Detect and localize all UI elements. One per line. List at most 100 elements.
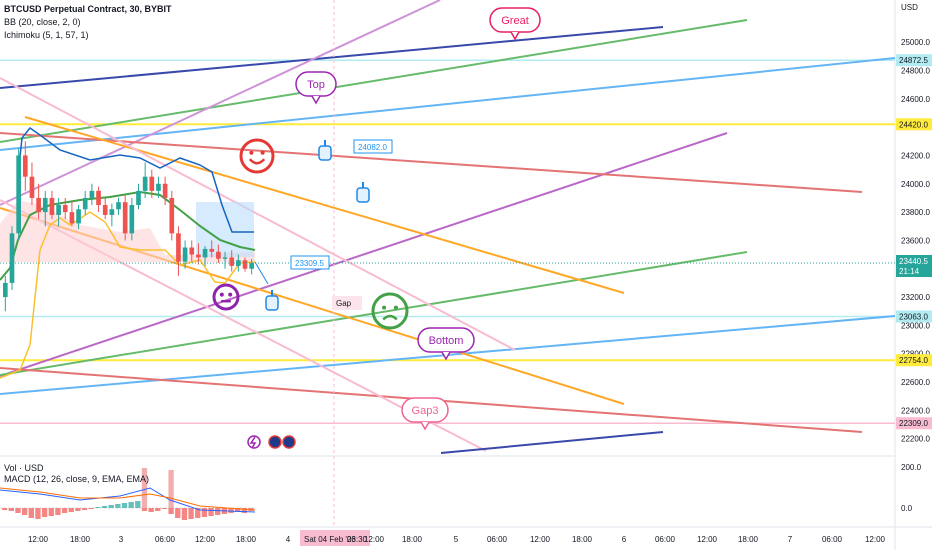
candle-body[interactable] [149,176,155,191]
candle-body[interactable] [16,155,21,234]
sad-face-icon-eye [393,305,398,310]
us-flag-event-icon[interactable] [282,435,296,449]
price-tick-label: 23800.0 [901,208,930,217]
candle-body[interactable] [229,257,235,266]
candle-body[interactable] [22,155,28,177]
crosshair-date-label: Sat 04 Feb '23 [304,535,356,544]
price-note-upper-text: 24082.0 [358,143,387,152]
pointing-hand-icon[interactable] [318,145,332,161]
trendline-navy-upper[interactable] [0,26,664,89]
sad-face-icon[interactable] [371,292,409,330]
candle-body[interactable] [69,212,75,224]
candle-body[interactable] [209,248,215,252]
candle-body[interactable] [182,247,188,262]
neutral-face-icon[interactable] [212,283,240,311]
neutral-face-icon-eye [219,292,224,297]
thumbs-up-icon[interactable] [356,187,370,203]
time-tick-label: 18:00 [70,535,91,544]
candle-body[interactable] [42,197,48,213]
candle-body[interactable] [156,183,161,191]
macd-histogram-bar [75,508,81,511]
lightning-event-icon[interactable] [247,435,261,449]
macd-histogram-bar [95,507,101,508]
top-callout-pointer [311,95,321,105]
price-level-tag [896,54,932,67]
happy-face-icon-mouth [248,158,266,165]
time-tick-label: 4 [286,535,291,544]
macd-scale-label: 0.0 [901,504,913,513]
trendline-red-upper[interactable] [0,132,863,193]
macd-histogram-bar [101,506,108,508]
candle-body[interactable] [102,205,108,215]
happy-face-icon-eye [260,150,265,155]
macd-histogram-bar [235,508,241,512]
candle-body[interactable] [9,233,15,283]
time-tick-label: 18:00 [402,535,423,544]
macd-legend[interactable]: MACD (12, 26, close, 9, EMA, EMA) [4,474,150,484]
candle-body[interactable] [96,190,101,206]
symbol-legend[interactable]: BTCUSD Perpetual Contract, 30, BYBIT [4,4,172,14]
macd-histogram-bar [195,508,201,518]
candle-body[interactable] [49,197,55,215]
candle-body[interactable] [196,254,201,258]
price-tick-label: 25000.0 [901,38,930,47]
crosshair-date-box [300,530,370,546]
happy-face-icon[interactable] [239,138,275,174]
time-tick-label: 12:00 [364,535,385,544]
candle-body[interactable] [136,190,141,206]
currency-label: USD [901,3,918,12]
bottom-callout-pointer [441,351,451,361]
candle-body[interactable] [189,247,195,255]
price-note-upper-box[interactable] [353,139,393,154]
macd-histogram-bar [168,508,174,514]
macd-histogram-bar [15,508,21,513]
macd-histogram-bar [128,502,134,508]
candle-body[interactable] [162,183,168,198]
time-tick-label: 5 [454,535,459,544]
candle-body[interactable] [216,251,221,259]
candle-body[interactable] [202,248,208,258]
horizontal-levels [0,59,895,424]
candle-body[interactable] [169,197,175,234]
candle-body[interactable] [122,202,128,234]
candle-body[interactable] [2,282,8,298]
trendline-green-upper[interactable] [0,19,748,143]
price-note-lower-text: 23309.5 [295,259,324,268]
candle-body[interactable] [249,263,255,269]
time-tick-label: 12:00 [697,535,718,544]
bb-legend[interactable]: BB (20, close, 2, 0) [4,17,81,27]
thumbs-down-icon[interactable] [265,295,279,311]
volume-legend[interactable]: Vol · USD [4,463,44,473]
macd-scale-label: 200.0 [901,463,922,472]
us-flag-event-icon[interactable] [268,435,282,449]
candle-body[interactable] [109,209,115,215]
candle-body[interactable] [116,202,121,210]
price-tick-label: 23000.0 [901,321,930,330]
trendline-pink-upper[interactable] [0,77,516,351]
candle-body[interactable] [62,205,68,213]
price-note-lower-box[interactable] [290,255,330,270]
trendline-orange-upper[interactable] [24,116,625,294]
candle-body[interactable] [242,260,248,269]
macd-signal-line [0,487,256,511]
ichimoku-legend[interactable]: Ichimoku (5, 1, 57, 1) [4,30,89,40]
candle-body[interactable] [89,190,95,198]
macd-histogram-bar [188,508,194,519]
trendline-purple-top[interactable] [0,0,441,206]
candle-body[interactable] [142,176,148,191]
candle-body[interactable] [56,205,61,215]
candle-body[interactable] [29,176,35,198]
candle-body[interactable] [236,260,241,266]
candle-body[interactable] [36,197,41,213]
macd-histogram-bar [175,508,181,518]
candle-body[interactable] [82,197,88,210]
macd-histogram-bar [21,508,28,515]
trendline-navy-lower[interactable] [440,431,664,454]
candle-body[interactable] [129,205,135,234]
candle-body[interactable] [176,233,181,262]
time-tick-label: 12:00 [530,535,551,544]
candle-body[interactable] [222,257,228,259]
candle-body[interactable] [76,209,81,224]
macd-histogram-bar [35,508,41,519]
